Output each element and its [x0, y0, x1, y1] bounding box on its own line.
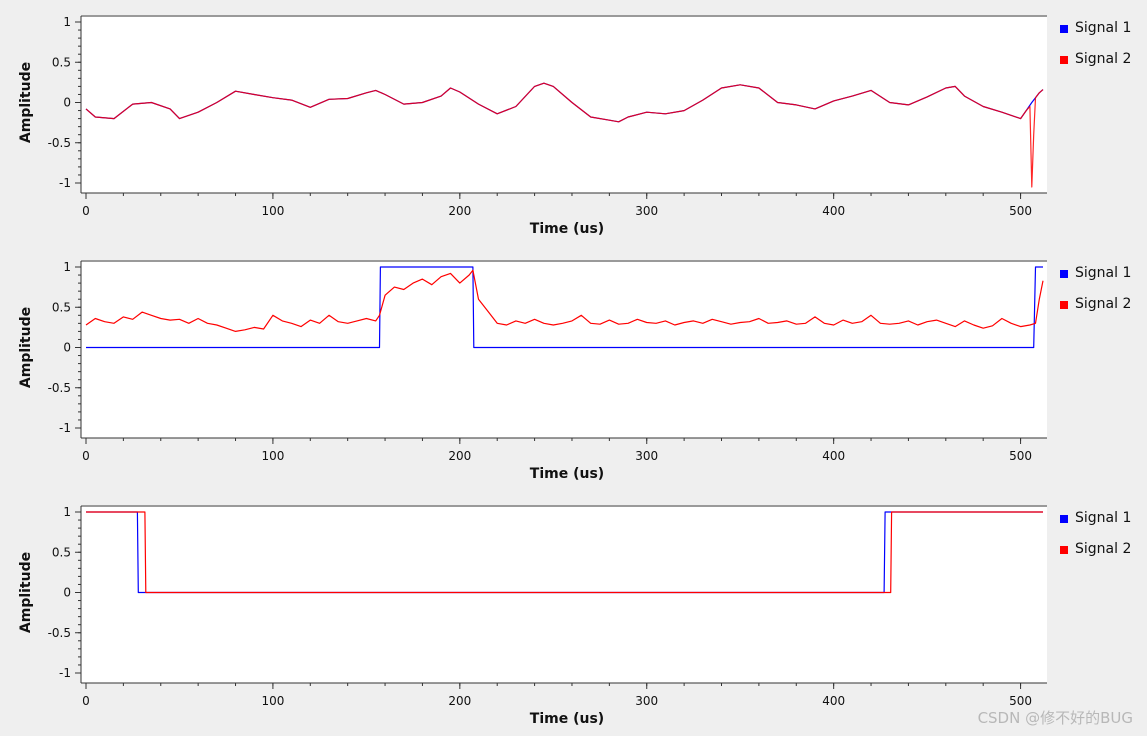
- x-tick-label: 300: [635, 449, 658, 463]
- y-tick-label: -1: [59, 421, 71, 435]
- chart-3: 1 0.5 0 -0.5 -1 0 100 200 300 400 500 Time (us) Ampl…: [18, 505, 1047, 727]
- x-tick-label: 100: [261, 694, 284, 708]
- series-line-signal-2: [85, 269, 1044, 333]
- legend-2: Signal 1 Signal 2: [1060, 265, 1131, 327]
- plot-area: [81, 261, 1047, 438]
- y-axis-label: Amplitude: [18, 307, 34, 388]
- y-tick-label: 0: [63, 586, 71, 600]
- x-tick-label: 0: [82, 449, 90, 463]
- y-tick-label: -0.5: [48, 381, 71, 395]
- x-tick-label: 100: [261, 449, 284, 463]
- x-tick-label: 400: [822, 694, 845, 708]
- legend-label: Signal 2: [1075, 296, 1132, 312]
- legend-entry-signal-1: Signal 1: [1060, 265, 1131, 296]
- x-tick-label: 0: [82, 694, 90, 708]
- x-tick-label: 500: [1009, 204, 1032, 218]
- y-tick-label: 0.5: [52, 545, 71, 559]
- plot-panel-1: 1 0.5 0 -0.5 -1 0 100 200 300 400 500 Time (us) Ampl…: [0, 0, 1147, 245]
- y-tick-label: 1: [63, 505, 71, 519]
- x-tick-label: 200: [448, 449, 471, 463]
- series-line-signal-2: [86, 511, 1043, 594]
- chart-1: 1 0.5 0 -0.5 -1 0 100 200 300 400 500 Time (us) Ampl…: [18, 15, 1047, 237]
- y-tick-label: 0.5: [52, 55, 71, 69]
- x-tick-label: 300: [635, 694, 658, 708]
- x-axis-label: Time (us): [530, 466, 604, 482]
- legend-swatch-signal-2: [1060, 546, 1068, 554]
- y-tick-label: 0: [63, 96, 71, 110]
- plot-area: [81, 16, 1047, 193]
- watermark: CSDN @修不好的BUG: [977, 709, 1133, 727]
- legend-entry-signal-2: Signal 2: [1060, 541, 1131, 572]
- plot-panel-3: 1 0.5 0 -0.5 -1 0 100 200 300 400 500 Time (us) Ampl…: [0, 490, 1147, 735]
- plot-area: [81, 506, 1047, 683]
- y-tick-label: -0.5: [48, 626, 71, 640]
- y-tick-label: 1: [63, 15, 71, 29]
- x-tick-label: 300: [635, 204, 658, 218]
- y-tick-label: -1: [59, 176, 71, 190]
- x-tick-label: 500: [1009, 694, 1032, 708]
- x-tick-label: 200: [448, 204, 471, 218]
- legend-1: Signal 1 Signal 2: [1060, 20, 1131, 82]
- x-tick-label: 200: [448, 694, 471, 708]
- legend-entry-signal-2: Signal 2: [1060, 296, 1131, 327]
- y-tick-label: 0: [63, 341, 71, 355]
- legend-entry-signal-1: Signal 1: [1060, 510, 1131, 541]
- y-tick-label: -1: [59, 666, 71, 680]
- y-axis-label: Amplitude: [18, 552, 34, 633]
- legend-swatch-signal-1: [1060, 270, 1068, 278]
- legend-label: Signal 1: [1075, 265, 1132, 281]
- series-line-signal-2: [85, 82, 1044, 188]
- legend-swatch-signal-1: [1060, 25, 1068, 33]
- legend-swatch-signal-2: [1060, 56, 1068, 64]
- x-tick-label: 500: [1009, 449, 1032, 463]
- legend-label: Signal 2: [1075, 51, 1132, 67]
- legend-swatch-signal-2: [1060, 301, 1068, 309]
- legend-swatch-signal-1: [1060, 515, 1068, 523]
- series-line-signal-1: [86, 266, 1043, 349]
- x-tick-label: 0: [82, 204, 90, 218]
- legend-label: Signal 2: [1075, 541, 1132, 557]
- x-axis-label: Time (us): [530, 711, 604, 727]
- y-tick-label: -0.5: [48, 136, 71, 150]
- x-axis-label: Time (us): [530, 221, 604, 237]
- x-tick-label: 400: [822, 204, 845, 218]
- plot-panel-2: 1 0.5 0 -0.5 -1 0 100 200 300 400 500 Time (us) Ampl…: [0, 245, 1147, 490]
- legend-3: Signal 1 Signal 2: [1060, 510, 1131, 572]
- y-tick-label: 1: [63, 260, 71, 274]
- y-axis-label: Amplitude: [18, 62, 34, 143]
- y-tick-label: 0.5: [52, 300, 71, 314]
- x-tick-label: 100: [261, 204, 284, 218]
- legend-entry-signal-2: Signal 2: [1060, 51, 1131, 82]
- x-tick-label: 400: [822, 449, 845, 463]
- legend-label: Signal 1: [1075, 20, 1132, 36]
- chart-2: 1 0.5 0 -0.5 -1 0 100 200 300 400 500 Time (us) Ampl…: [18, 260, 1047, 482]
- legend-label: Signal 1: [1075, 510, 1132, 526]
- legend-entry-signal-1: Signal 1: [1060, 20, 1131, 51]
